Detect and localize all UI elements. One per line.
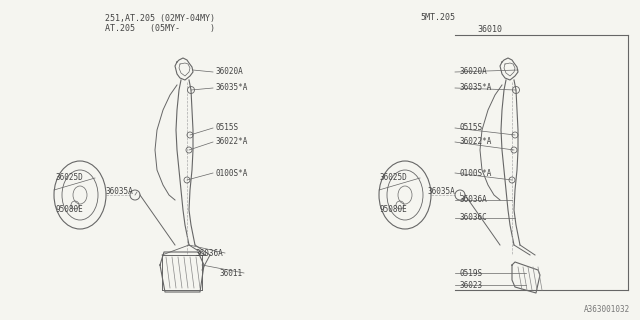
Text: 95080E: 95080E	[55, 205, 83, 214]
Text: 36035A: 36035A	[428, 188, 456, 196]
Text: 5MT.205: 5MT.205	[420, 13, 455, 22]
Text: 0519S: 0519S	[460, 268, 483, 277]
Text: A363001032: A363001032	[584, 306, 630, 315]
Text: 0100S*A: 0100S*A	[215, 169, 248, 178]
Text: 36025D: 36025D	[380, 173, 408, 182]
Text: 36023: 36023	[460, 281, 483, 290]
Text: 36022*A: 36022*A	[460, 138, 492, 147]
Text: AT.205   (05MY-      ): AT.205 (05MY- )	[105, 23, 215, 33]
Text: 95080E: 95080E	[380, 205, 408, 214]
Text: 36036C: 36036C	[460, 213, 488, 222]
Text: 36035A: 36035A	[105, 188, 132, 196]
Text: 36036A: 36036A	[460, 196, 488, 204]
Text: 36025D: 36025D	[55, 173, 83, 182]
Text: 251,AT.205 (02MY-04MY): 251,AT.205 (02MY-04MY)	[105, 13, 215, 22]
Text: 36036A: 36036A	[195, 249, 223, 258]
Text: 36020A: 36020A	[460, 68, 488, 76]
Text: 36022*A: 36022*A	[215, 138, 248, 147]
Text: 36011: 36011	[220, 268, 243, 277]
Text: 36010: 36010	[477, 26, 502, 35]
Text: 0515S: 0515S	[460, 124, 483, 132]
Text: 0515S: 0515S	[215, 124, 238, 132]
Text: 36035*A: 36035*A	[215, 84, 248, 92]
Text: 36035*A: 36035*A	[460, 84, 492, 92]
Text: 0100S*A: 0100S*A	[460, 169, 492, 178]
Text: 36020A: 36020A	[215, 68, 243, 76]
